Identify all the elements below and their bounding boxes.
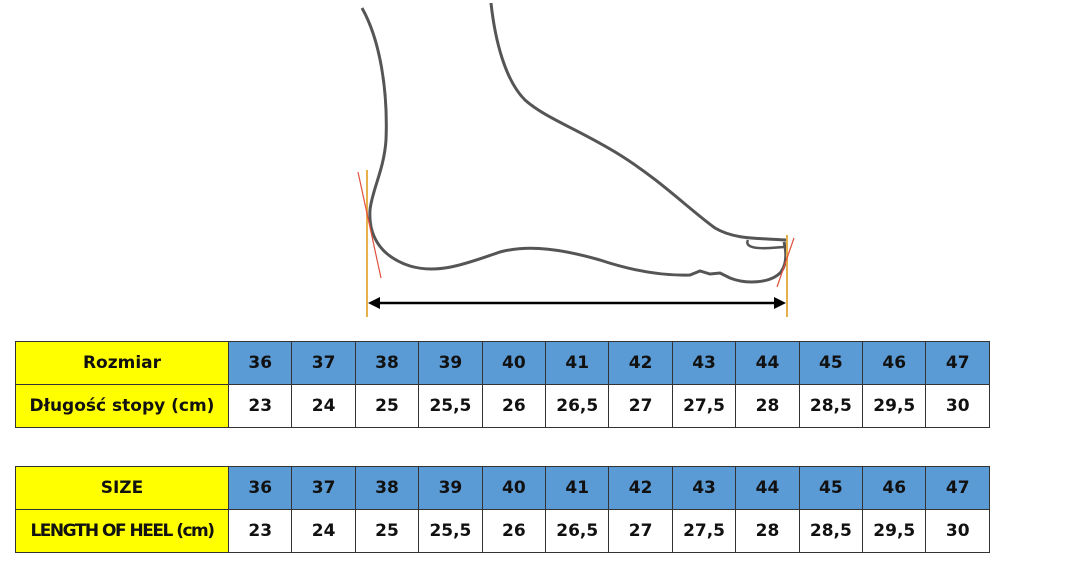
toe-tangent-line [776,237,795,288]
length-cell: 30 [925,509,990,553]
size-cell: 47 [925,466,990,510]
length-cell: 25,5 [418,384,483,428]
length-cell: 23 [227,509,293,553]
length-row-label: Długość stopy (cm) [15,384,229,428]
length-cell: 24 [291,384,356,428]
length-cell: 27,5 [671,509,737,553]
size-cell: 37 [291,341,356,385]
size-cell: 45 [798,466,864,510]
length-row: Długość stopy (cm) 23 24 25 25,5 26 26,5… [15,384,990,428]
length-cell: 26 [481,384,547,428]
length-cell: 25 [354,384,420,428]
size-cell: 46 [862,466,927,510]
length-cell: 26,5 [545,509,610,553]
size-cell: 43 [671,466,737,510]
size-cell: 40 [481,466,547,510]
length-cell: 25 [354,509,420,553]
foot-outline-heel-sole [360,7,788,284]
heel-tangent-line [357,171,382,279]
size-row: Rozmiar 36 37 38 39 40 41 42 43 44 45 46… [15,341,990,385]
size-header-label: Rozmiar [15,341,229,385]
toenail [746,239,785,250]
size-cell: 44 [735,341,800,385]
length-cell: 28 [735,509,800,553]
size-cell: 36 [227,466,293,510]
length-cell: 28,5 [798,384,864,428]
size-cell: 42 [608,341,673,385]
size-cell: 39 [418,341,483,385]
size-cell: 37 [291,466,356,510]
length-row: LENGTH OF HEEL (cm) 23 24 25 25,5 26 26,… [15,509,990,553]
size-cell: 44 [735,466,800,510]
length-cell: 29,5 [862,384,927,428]
size-cell: 38 [354,341,420,385]
length-cell: 27,5 [671,384,737,428]
size-cell: 36 [227,341,293,385]
length-cell: 27 [608,509,673,553]
size-table-polish: Rozmiar 36 37 38 39 40 41 42 43 44 45 46… [15,341,990,428]
size-cell: 40 [481,341,547,385]
size-cell: 43 [671,341,737,385]
foot-outline-top [489,2,787,242]
size-cell: 38 [354,466,420,510]
length-cell: 29,5 [862,509,927,553]
size-cell: 41 [545,466,610,510]
length-cell: 23 [227,384,293,428]
size-cell: 42 [608,466,673,510]
size-cell: 41 [545,341,610,385]
length-cell: 27 [608,384,673,428]
length-arrow [368,297,786,309]
size-cell: 45 [798,341,864,385]
size-row: SIZE 36 37 38 39 40 41 42 43 44 45 46 47 [15,466,990,510]
length-cell: 25,5 [418,509,483,553]
size-cell: 39 [418,466,483,510]
size-header-label: SIZE [15,466,229,510]
length-cell: 28 [735,384,800,428]
size-table-english: SIZE 36 37 38 39 40 41 42 43 44 45 46 47… [15,466,990,553]
length-cell: 26,5 [545,384,610,428]
length-cell: 28,5 [798,509,864,553]
foot-measurement-illustration [357,2,795,317]
size-cell: 47 [925,341,990,385]
length-cell: 30 [925,384,990,428]
length-cell: 26 [481,509,547,553]
length-row-label: LENGTH OF HEEL (cm) [15,509,229,553]
length-cell: 24 [291,509,356,553]
size-cell: 46 [862,341,927,385]
